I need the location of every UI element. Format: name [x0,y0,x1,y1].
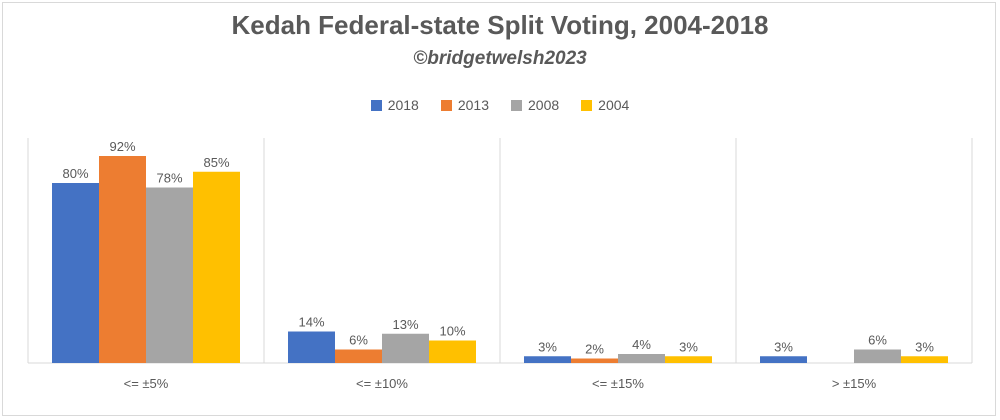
legend-swatch-2004 [581,99,593,111]
data-label-2008-1: 13% [392,317,418,332]
data-label-2004-2: 3% [679,339,698,354]
bar-2008-3 [854,349,901,363]
bar-2018-2 [524,356,571,363]
bar-2004-1 [429,340,476,363]
bar-2008-0 [146,187,193,363]
bar-2013-0 [99,156,146,363]
bar-2018-0 [52,183,99,363]
legend-label-2018: 2018 [387,97,419,113]
data-label-2018-0: 80% [62,166,88,181]
data-label-2018-2: 3% [538,339,557,354]
legend-swatch-2013 [440,99,452,111]
data-label-2008-2: 4% [632,337,651,352]
legend-item-2004: 2004 [581,97,629,113]
bar-2018-1 [288,331,335,363]
data-label-2004-1: 10% [439,324,465,339]
category-label: <= ±5% [124,376,169,391]
category-label: <= ±10% [356,376,408,391]
legend-label-2013: 2013 [457,97,489,113]
legend-swatch-2018 [370,99,382,111]
legend-item-2013: 2013 [440,97,489,113]
legend: 2018 2013 2008 2004 [0,97,1000,113]
category-label: > ±15% [832,376,877,391]
category-label: <= ±15% [592,376,644,391]
bar-2004-2 [665,356,712,363]
data-label-2008-0: 78% [156,171,182,186]
legend-label-2008: 2008 [528,97,560,113]
bar-2004-3 [901,356,948,363]
data-label-2004-3: 3% [915,339,934,354]
bar-2013-1 [335,349,382,363]
bar-2018-3 [760,356,807,363]
data-label-2018-3: 3% [774,339,793,354]
legend-item-2018: 2018 [370,97,419,113]
bar-2008-1 [382,333,429,363]
data-label-2004-0: 85% [203,155,229,170]
bar-2004-0 [193,171,240,363]
legend-swatch-2008 [511,99,522,111]
data-label-2008-3: 6% [868,333,887,348]
chart-subtitle: ©bridgetwelsh2023 [413,48,587,69]
data-label-2013-2: 2% [585,342,604,357]
legend-item-2008: 2008 [511,97,559,113]
legend-label-2004: 2004 [598,97,630,113]
data-label-2013-1: 6% [349,333,368,348]
data-label-2013-0: 92% [109,139,135,154]
bar-2013-2 [571,358,618,363]
data-label-2018-1: 14% [298,315,324,330]
bar-2008-2 [618,354,665,363]
chart-title: Kedah Federal-state Split Voting, 2004-2… [231,10,769,40]
